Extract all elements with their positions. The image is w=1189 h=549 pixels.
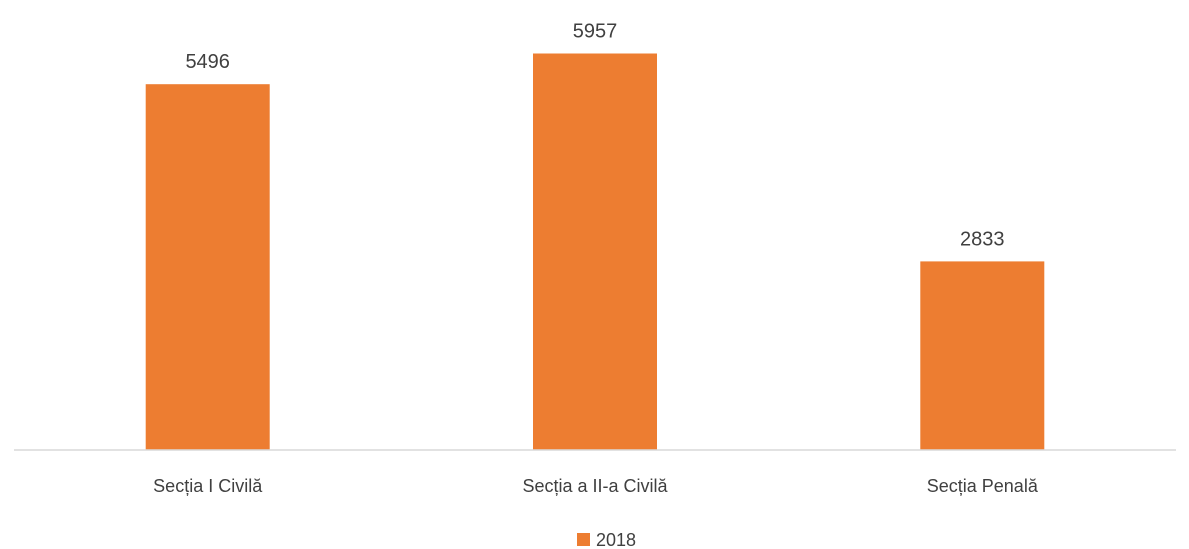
bar-1 — [533, 53, 657, 450]
category-label-0: Secția I Civilă — [153, 476, 263, 496]
legend-label: 2018 — [596, 530, 636, 549]
data-label-1: 5957 — [573, 21, 618, 43]
category-label-2: Secția Penală — [927, 476, 1039, 496]
legend: 2018 — [577, 530, 636, 549]
bar-2 — [920, 261, 1045, 450]
bars-group — [145, 53, 1045, 450]
data-label-0: 5496 — [185, 51, 230, 73]
category-labels-group: Secția I Civilă Secția a II-a Civilă Secți… — [153, 476, 1039, 496]
bar-0 — [145, 84, 270, 450]
category-label-1: Secția a II-a Civilă — [522, 476, 668, 496]
data-label-2: 2833 — [960, 228, 1005, 250]
data-labels-group: 5496 5957 2833 — [185, 21, 1004, 251]
legend-swatch — [577, 533, 590, 546]
